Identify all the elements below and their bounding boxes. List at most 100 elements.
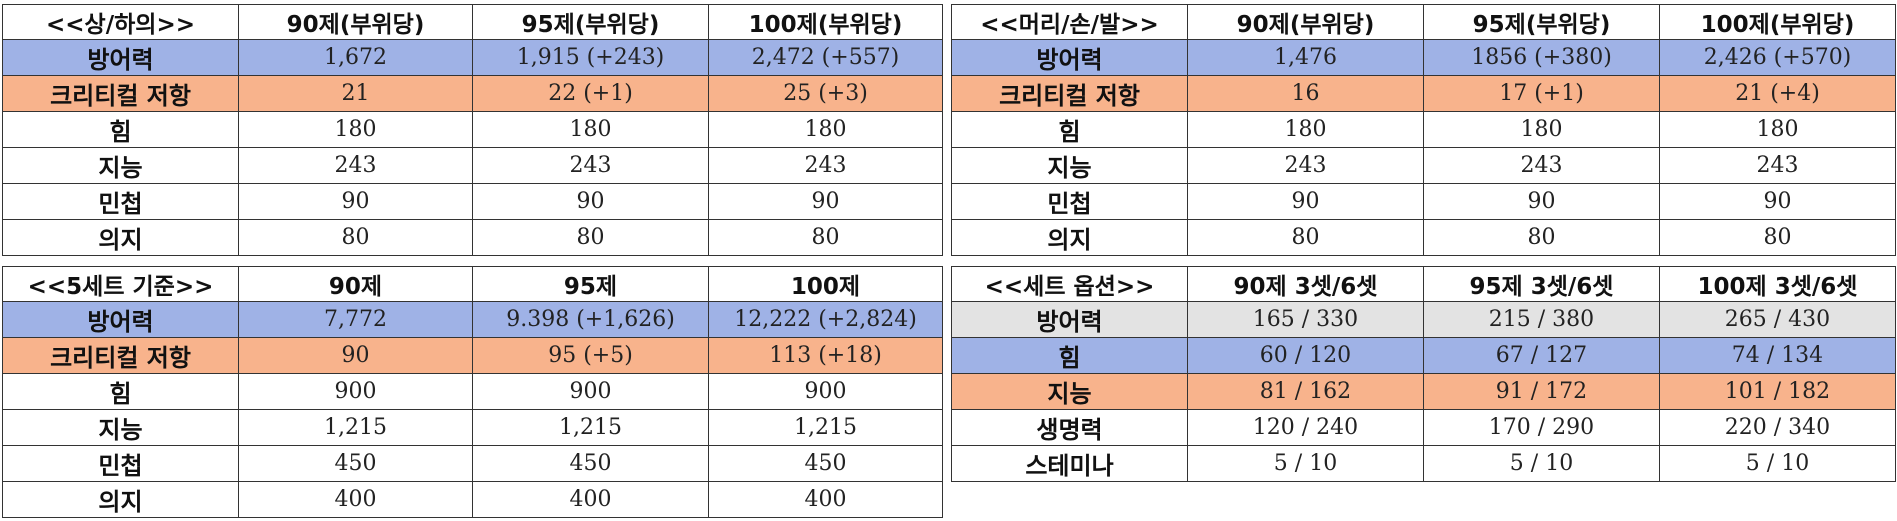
table-cell: 180 (1659, 111, 1896, 148)
row-label: 힘 (2, 373, 239, 410)
table-cell: 180 (472, 111, 709, 148)
row-label: 방어력 (951, 39, 1188, 76)
table-row: 민첩 90 90 90 (2, 183, 943, 220)
row-label: 민첩 (2, 445, 239, 482)
table-title: <<상/하의>> (2, 4, 239, 40)
table-cell: 80 (472, 219, 709, 256)
row-label: 방어력 (951, 301, 1188, 338)
table-cell: 90 (1187, 183, 1424, 220)
table-row: 힘 60 / 120 67 / 127 74 / 134 (951, 337, 1896, 374)
row-label: 의지 (2, 219, 239, 256)
table-cell: 450 (708, 445, 943, 482)
table-header-row: <<5세트 기준>> 90제 95제 100제 (2, 266, 943, 302)
table-row: 크리티컬 저항 16 17 (+1) 21 (+4) (951, 75, 1896, 112)
table-row: 힘 180 180 180 (951, 111, 1896, 148)
table-title: <<5세트 기준>> (2, 266, 239, 302)
table-cell: 243 (708, 147, 943, 184)
table-cell: 21 (238, 75, 473, 112)
table-cell: 900 (708, 373, 943, 410)
table-cell: 2,472 (+557) (708, 39, 943, 76)
table-cell: 400 (708, 481, 943, 518)
row-label: 크리티컬 저항 (2, 75, 239, 112)
table-header-row: <<세트 옵션>> 90제 3셋/6셋 95제 3셋/6셋 100제 3셋/6셋 (951, 266, 1896, 302)
row-label: 힘 (951, 111, 1188, 148)
table-cell: 17 (+1) (1423, 75, 1660, 112)
table-row: 의지 80 80 80 (2, 219, 943, 256)
table-cell: 1,915 (+243) (472, 39, 709, 76)
table-row: 방어력 165 / 330 215 / 380 265 / 430 (951, 301, 1896, 338)
table-row: 지능 243 243 243 (951, 147, 1896, 184)
table-cell: 243 (1187, 147, 1424, 184)
armor-top-bottom-table: <<상/하의>> 90제(부위당) 95제(부위당) 100제(부위당) 방어력… (2, 4, 943, 256)
row-label: 지능 (951, 147, 1188, 184)
table-cell: 243 (1423, 147, 1660, 184)
table-row: 방어력 1,672 1,915 (+243) 2,472 (+557) (2, 39, 943, 76)
row-label: 힘 (2, 111, 239, 148)
table-row: 의지 80 80 80 (951, 219, 1896, 256)
table-cell: 400 (472, 481, 709, 518)
row-label: 지능 (2, 147, 239, 184)
table-row: 크리티컬 저항 21 22 (+1) 25 (+3) (2, 75, 943, 112)
row-label: 스테미나 (951, 445, 1188, 482)
table-cell: 220 / 340 (1659, 409, 1896, 446)
row-label: 방어력 (2, 301, 239, 338)
table-cell: 243 (472, 147, 709, 184)
row-label: 지능 (2, 409, 239, 446)
table-cell: 1,476 (1187, 39, 1424, 76)
table-cell: 215 / 380 (1423, 301, 1660, 338)
row-label: 민첩 (2, 183, 239, 220)
table-cell: 7,772 (238, 301, 473, 338)
table-cell: 22 (+1) (472, 75, 709, 112)
row-label: 힘 (951, 337, 1188, 374)
table-cell: 400 (238, 481, 473, 518)
table-cell: 21 (+4) (1659, 75, 1896, 112)
five-set-basis-table: <<5세트 기준>> 90제 95제 100제 방어력 7,772 9.398 … (2, 266, 943, 518)
table-row: 지능 243 243 243 (2, 147, 943, 184)
table-cell: 60 / 120 (1187, 337, 1424, 374)
column-header: 90제(부위당) (238, 4, 473, 40)
table-row: 의지 400 400 400 (2, 481, 943, 518)
table-cell: 450 (238, 445, 473, 482)
table-cell: 80 (1423, 219, 1660, 256)
table-cell: 81 / 162 (1187, 373, 1424, 410)
column-header: 90제 3셋/6셋 (1187, 266, 1424, 302)
table-cell: 180 (1187, 111, 1424, 148)
row-label: 방어력 (2, 39, 239, 76)
table-cell: 90 (1659, 183, 1896, 220)
row-label: 생명력 (951, 409, 1188, 446)
table-header-row: <<머리/손/발>> 90제(부위당) 95제(부위당) 100제(부위당) (951, 4, 1896, 40)
row-label: 의지 (951, 219, 1188, 256)
table-cell: 101 / 182 (1659, 373, 1896, 410)
row-label: 의지 (2, 481, 239, 518)
table-cell: 90 (472, 183, 709, 220)
table-row: 힘 900 900 900 (2, 373, 943, 410)
table-row: 지능 1,215 1,215 1,215 (2, 409, 943, 446)
table-cell: 5 / 10 (1187, 445, 1424, 482)
column-header: 95제(부위당) (472, 4, 709, 40)
table-cell: 180 (1423, 111, 1660, 148)
column-header: 90제 (238, 266, 473, 302)
table-row: 방어력 7,772 9.398 (+1,626) 12,222 (+2,824) (2, 301, 943, 338)
row-label: 민첩 (951, 183, 1188, 220)
column-header: 95제 3셋/6셋 (1423, 266, 1660, 302)
table-cell: 90 (238, 183, 473, 220)
column-header: 95제 (472, 266, 709, 302)
table-cell: 74 / 134 (1659, 337, 1896, 374)
table-cell: 1856 (+380) (1423, 39, 1660, 76)
table-cell: 900 (472, 373, 709, 410)
armor-head-hand-foot-table: <<머리/손/발>> 90제(부위당) 95제(부위당) 100제(부위당) 방… (951, 4, 1896, 256)
table-row: 민첩 90 90 90 (951, 183, 1896, 220)
table-cell: 95 (+5) (472, 337, 709, 374)
table-cell: 80 (1659, 219, 1896, 256)
column-header: 95제(부위당) (1423, 4, 1660, 40)
column-header: 100제(부위당) (1659, 4, 1896, 40)
table-cell: 265 / 430 (1659, 301, 1896, 338)
table-row: 지능 81 / 162 91 / 172 101 / 182 (951, 373, 1896, 410)
table-cell: 80 (1187, 219, 1424, 256)
table-row: 민첩 450 450 450 (2, 445, 943, 482)
table-cell: 1,215 (708, 409, 943, 446)
table-row: 힘 180 180 180 (2, 111, 943, 148)
column-header: 100제 (708, 266, 943, 302)
column-header: 100제(부위당) (708, 4, 943, 40)
row-label: 크리티컬 저항 (2, 337, 239, 374)
